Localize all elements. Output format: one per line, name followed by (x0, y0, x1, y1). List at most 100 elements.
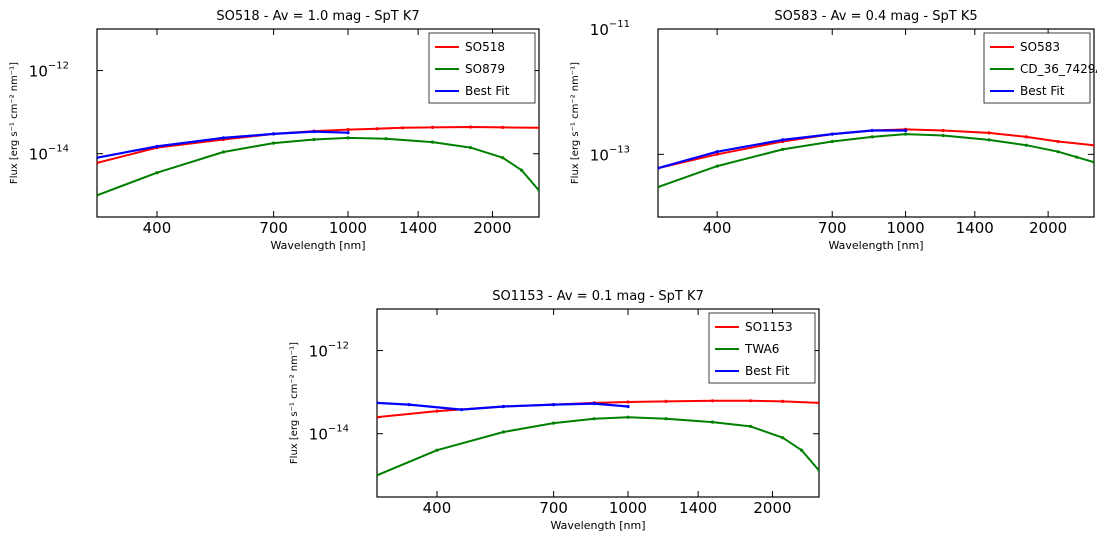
data-point (459, 408, 464, 412)
legend: SO518 SO879 Best Fit (428, 32, 536, 104)
x-axis-label: Wavelength [nm] (550, 519, 645, 532)
legend-label: Best Fit (1020, 84, 1065, 98)
x-tick-label: 2000 (1029, 219, 1067, 237)
data-point (987, 138, 991, 142)
data-point (904, 128, 908, 133)
data-point (592, 417, 596, 421)
data-point (97, 193, 99, 197)
x-tick-label: 2000 (753, 499, 791, 517)
data-point (664, 417, 668, 421)
data-point (941, 128, 945, 133)
data-point (1056, 139, 1060, 144)
y-tick-label: 10−14 (309, 424, 349, 444)
x-tick-label: 400 (143, 219, 172, 237)
x-tick-label: 1000 (329, 219, 367, 237)
data-point (781, 436, 785, 440)
x-tick-label: 700 (818, 219, 847, 237)
data-point (377, 415, 379, 419)
series-line-2 (97, 136, 539, 197)
data-point (97, 156, 99, 160)
series-line-3 (658, 129, 906, 170)
y-axis-label: Flux [erg s⁻¹ cm⁻² nm⁻¹] (570, 62, 581, 184)
data-point (781, 147, 785, 151)
data-point (1024, 143, 1028, 147)
y-tick-label: 10−12 (309, 341, 349, 361)
series-line-2 (658, 133, 1094, 189)
data-point (1024, 135, 1028, 139)
legend-label: CD_36_7429A (1020, 62, 1097, 76)
plot-area (658, 127, 1094, 189)
data-point (626, 404, 630, 409)
data-point (501, 404, 505, 409)
x-tick-label: 1000 (886, 219, 924, 237)
data-point (658, 185, 660, 189)
chart-title: SO583 - Av = 0.4 mag - SpT K5 (774, 9, 977, 24)
legend-label: SO518 (465, 40, 505, 54)
plot-area (377, 399, 819, 477)
y-axis-label: Flux [erg s⁻¹ cm⁻² nm⁻¹] (289, 342, 300, 464)
legend-label: SO1153 (745, 320, 793, 334)
legend-label: Best Fit (465, 84, 510, 98)
data-point (221, 150, 225, 154)
data-point (430, 125, 435, 129)
x-tick-label: 1400 (956, 219, 994, 237)
legend: SO1153 TWA6 Best Fit (708, 312, 816, 384)
data-point (781, 399, 785, 403)
data-point (830, 139, 834, 144)
y-tick-label: 10−12 (29, 61, 69, 81)
chart-panel-2: 400 700 1000 1400 2000 10−11 10−13 SO583 - Av =… (570, 9, 1097, 252)
data-point (468, 125, 473, 129)
data-point (435, 448, 439, 452)
data-point (468, 146, 473, 150)
data-point (1092, 160, 1094, 164)
data-point (377, 401, 379, 405)
data-point (626, 415, 630, 419)
y-axis-label: Flux [erg s⁻¹ cm⁻² nm⁻¹] (9, 62, 20, 184)
y-tick-label: 10−11 (590, 19, 630, 39)
chart-panel-1: 400 700 1000 1400 2000 10−12 10−14 SO518 - Av =… (9, 9, 540, 252)
data-point (537, 188, 539, 193)
data-point (155, 144, 159, 148)
x-axis-label: Wavelength [nm] (270, 239, 365, 252)
data-point (552, 403, 556, 407)
data-point (1092, 143, 1094, 147)
legend-label: SO583 (1020, 40, 1060, 54)
x-tick-label: 400 (423, 499, 452, 517)
data-point (1075, 155, 1079, 159)
data-point (435, 409, 439, 413)
data-point (715, 164, 719, 168)
data-point (346, 131, 350, 135)
legend: SO583 CD_36_7429A Best Fit (983, 32, 1097, 104)
series-line-2 (377, 416, 819, 477)
data-point (664, 399, 668, 403)
data-point (97, 161, 99, 165)
data-point (501, 156, 505, 160)
data-point (384, 137, 388, 141)
x-tick-label: 700 (539, 499, 568, 517)
data-point (715, 150, 719, 154)
data-point (626, 400, 630, 404)
chart-title: SO1153 - Av = 0.1 mag - SpT K7 (492, 289, 704, 304)
data-point (800, 448, 804, 452)
chart-panel-3: 400 700 1000 1400 2000 10−12 10−14 SO1153 - Av … (289, 289, 820, 532)
x-axis-label: Wavelength [nm] (828, 239, 923, 252)
data-point (781, 138, 785, 142)
data-point (520, 168, 524, 172)
data-point (904, 132, 908, 136)
data-point (748, 424, 753, 428)
plot-area (97, 125, 539, 197)
data-point (710, 399, 715, 403)
data-point (817, 468, 819, 473)
data-point (592, 402, 596, 406)
legend-label: TWA6 (744, 342, 779, 356)
data-point (272, 132, 276, 136)
data-point (312, 137, 316, 142)
series-line-3 (97, 130, 349, 159)
data-point (430, 140, 435, 144)
data-point (1056, 150, 1060, 154)
data-point (221, 136, 225, 140)
y-tick-label: 10−14 (29, 144, 69, 164)
data-point (817, 401, 819, 405)
data-point (501, 125, 505, 129)
